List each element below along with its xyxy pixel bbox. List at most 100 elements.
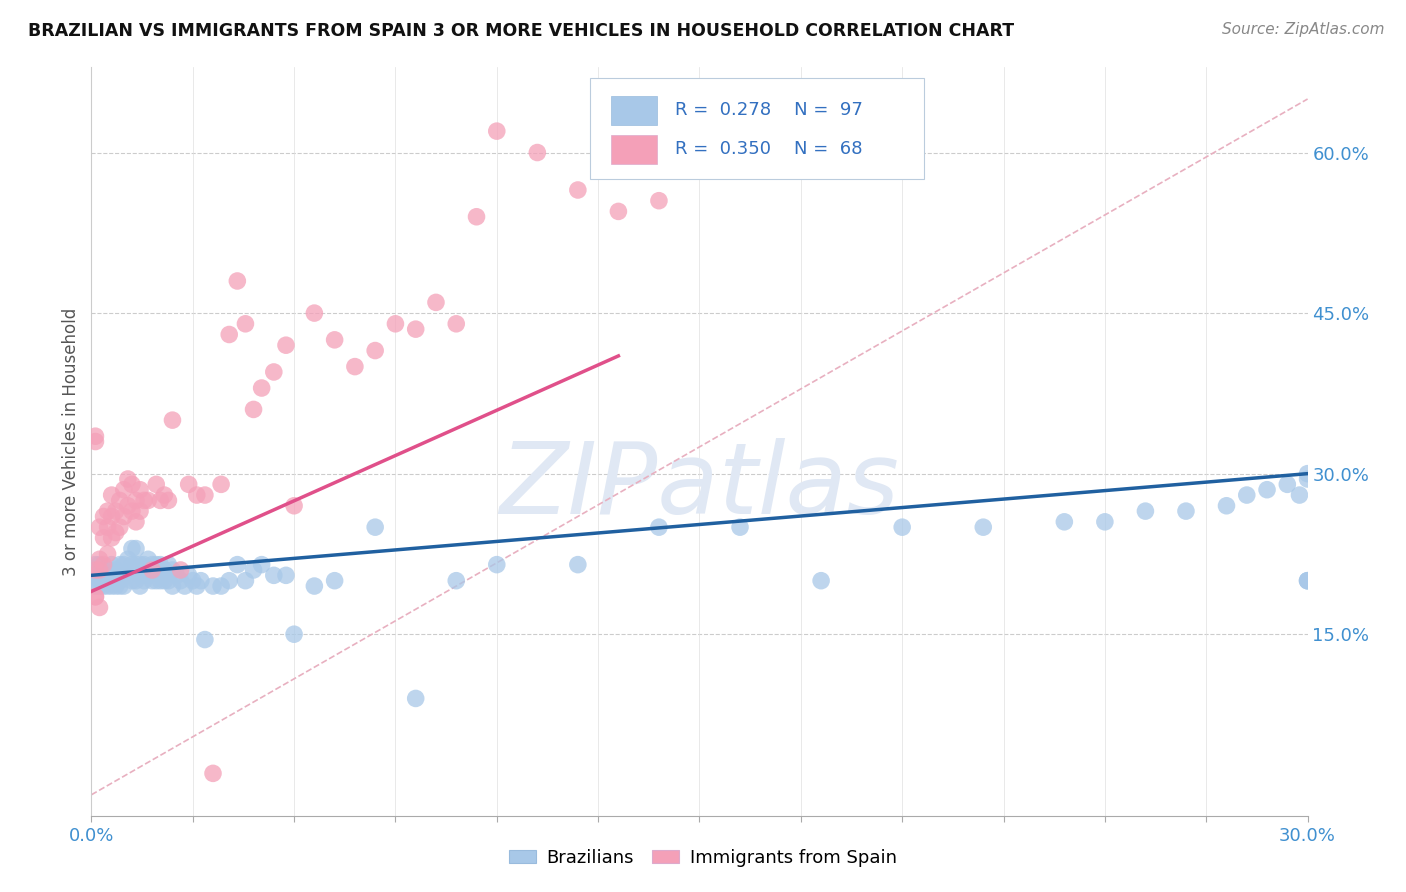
- Point: [218, 574, 240, 588]
- Point: [364, 343, 387, 358]
- Point: [112, 509, 135, 524]
- Point: [97, 568, 120, 582]
- Point: [97, 504, 120, 518]
- Point: [84, 579, 107, 593]
- Point: [125, 493, 148, 508]
- Point: [104, 568, 127, 582]
- Point: [149, 574, 172, 588]
- Point: [567, 183, 589, 197]
- Point: [157, 493, 180, 508]
- Point: [104, 525, 127, 540]
- Point: [1256, 483, 1278, 497]
- Point: [1236, 488, 1258, 502]
- Point: [145, 574, 167, 588]
- Point: [84, 434, 107, 449]
- Point: [173, 579, 195, 593]
- Point: [250, 381, 273, 395]
- Point: [121, 541, 143, 556]
- Point: [129, 579, 152, 593]
- Point: [567, 558, 589, 572]
- Point: [136, 552, 159, 566]
- Point: [1175, 504, 1198, 518]
- Point: [145, 558, 167, 572]
- Point: [108, 574, 131, 588]
- Point: [97, 520, 120, 534]
- Point: [125, 574, 148, 588]
- Point: [648, 194, 671, 208]
- Point: [304, 579, 326, 593]
- Point: [384, 317, 406, 331]
- Point: [84, 563, 107, 577]
- Point: [728, 520, 751, 534]
- Point: [89, 520, 111, 534]
- Point: [112, 579, 135, 593]
- Point: [274, 338, 297, 352]
- Point: [157, 574, 180, 588]
- Point: [343, 359, 366, 374]
- Point: [304, 306, 326, 320]
- Point: [485, 558, 508, 572]
- Point: [323, 333, 346, 347]
- Point: [226, 274, 249, 288]
- Point: [129, 504, 152, 518]
- Point: [125, 558, 148, 572]
- Text: R =  0.278    N =  97: R = 0.278 N = 97: [675, 102, 863, 120]
- Point: [169, 574, 191, 588]
- Point: [84, 429, 107, 443]
- Point: [235, 574, 257, 588]
- Point: [97, 547, 120, 561]
- Point: [141, 563, 163, 577]
- FancyBboxPatch shape: [591, 78, 925, 179]
- Point: [1135, 504, 1157, 518]
- Point: [104, 563, 127, 577]
- Point: [465, 210, 488, 224]
- Point: [125, 515, 148, 529]
- Point: [283, 627, 305, 641]
- Text: R =  0.350    N =  68: R = 0.350 N = 68: [675, 140, 863, 158]
- Point: [263, 568, 285, 582]
- Point: [1296, 472, 1319, 486]
- Point: [89, 579, 111, 593]
- Point: [129, 568, 152, 582]
- Point: [1094, 515, 1116, 529]
- Point: [117, 552, 139, 566]
- Point: [364, 520, 387, 534]
- Point: [89, 600, 111, 615]
- Legend: Brazilians, Immigrants from Spain: Brazilians, Immigrants from Spain: [502, 842, 904, 874]
- Point: [93, 558, 115, 572]
- Point: [149, 558, 172, 572]
- Point: [485, 124, 508, 138]
- Point: [93, 579, 115, 593]
- Point: [121, 477, 143, 491]
- Point: [89, 563, 111, 577]
- Point: [108, 493, 131, 508]
- Point: [117, 472, 139, 486]
- Point: [209, 579, 232, 593]
- Point: [194, 488, 217, 502]
- Point: [202, 579, 225, 593]
- Point: [162, 563, 184, 577]
- Point: [1277, 477, 1299, 491]
- Point: [153, 563, 176, 577]
- Point: [112, 558, 135, 572]
- Point: [117, 499, 139, 513]
- Point: [242, 402, 264, 417]
- Point: [132, 493, 155, 508]
- Point: [84, 568, 107, 582]
- Point: [177, 477, 200, 491]
- Point: [235, 317, 257, 331]
- Point: [89, 574, 111, 588]
- Point: [121, 574, 143, 588]
- Point: [177, 568, 200, 582]
- Point: [121, 504, 143, 518]
- Point: [108, 579, 131, 593]
- Point: [97, 579, 120, 593]
- Point: [132, 574, 155, 588]
- Point: [89, 558, 111, 572]
- Point: [136, 568, 159, 582]
- Point: [169, 563, 191, 577]
- Bar: [610, 135, 657, 163]
- Point: [136, 493, 159, 508]
- Point: [1215, 499, 1237, 513]
- Point: [104, 504, 127, 518]
